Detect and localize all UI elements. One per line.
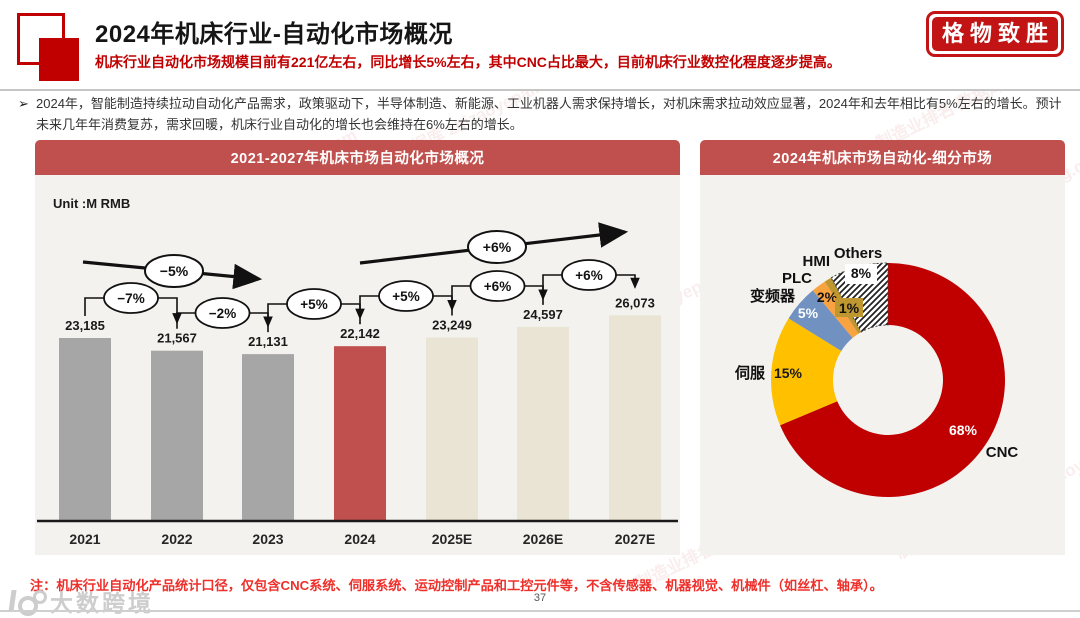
- segment-label: HMI: [803, 253, 831, 270]
- company-seal-text: 格物致胜: [931, 17, 1058, 52]
- bar-2023: [242, 354, 294, 520]
- segment-label: PLC: [782, 270, 812, 287]
- growth-label: +6%: [575, 268, 602, 283]
- growth-bubble: [194, 297, 251, 329]
- bar-value: 22,142: [340, 326, 380, 341]
- x-tick: 2023: [252, 531, 283, 547]
- growth-label: −2%: [209, 306, 236, 321]
- growth-bubble: [561, 259, 617, 291]
- x-tick: 2024: [344, 531, 375, 547]
- page-title: 2024年机床行业-自动化市场概况: [95, 21, 453, 48]
- bar-2026E: [517, 326, 569, 520]
- panel-bar-chart: 2021-2027年机床市场自动化市场概况 Unit :M RMB 23,185 2…: [35, 140, 680, 555]
- pct-label-box: [845, 264, 877, 284]
- trend-label: +6%: [483, 239, 512, 255]
- page-number: 37: [533, 592, 547, 604]
- bar-value: 21,131: [248, 334, 288, 349]
- page-subtitle: 机床行业自动化市场规模目前有221亿左右，同比增长5%左右，其中CNC占比最大，…: [95, 54, 841, 70]
- bar-value: 23,249: [432, 317, 472, 332]
- company-seal: 格物致胜: [925, 11, 1064, 58]
- donut-segment-变频器: [788, 290, 853, 352]
- segment-pct: 2%: [817, 289, 838, 305]
- bar-value: 24,597: [523, 307, 563, 322]
- pct-label-box: [835, 298, 863, 317]
- bar-2024: [334, 346, 386, 520]
- x-tick: 2026E: [523, 531, 563, 547]
- bar-value: 26,073: [615, 295, 655, 310]
- growth-label: +5%: [300, 297, 327, 312]
- bottom-divider: [0, 610, 1080, 612]
- growth-label: −7%: [117, 291, 144, 306]
- brand-logo-icon: [8, 588, 47, 616]
- trend-bubble: [467, 230, 527, 264]
- segment-pct: 68%: [949, 422, 978, 438]
- panel-donut-chart: 2024年机床市场自动化-细分市场 CNC 68% 伺服 15% 变频器 5% PLC 2% H…: [700, 140, 1065, 555]
- growth-label: +6%: [484, 279, 511, 294]
- segment-pct: 15%: [774, 365, 803, 381]
- bar-value: 21,567: [157, 331, 197, 346]
- trend-label: −5%: [160, 263, 189, 279]
- x-tick: 2021: [69, 531, 100, 547]
- growth-bubble: [286, 288, 342, 320]
- intro-text: 2024年，智能制造持续拉动自动化产品需求，政策驱动下，半导体制造、新能源、工业…: [36, 96, 1062, 133]
- intro-paragraph: ➢ 2024年，智能制造持续拉动自动化产品需求，政策驱动下，半导体制造、新能源、…: [18, 93, 1066, 135]
- segment-pct: 8%: [851, 265, 872, 281]
- growth-bubble: [378, 280, 434, 312]
- x-tick: 2025E: [432, 531, 472, 547]
- segment-label: CNC: [986, 444, 1019, 461]
- header: 2024年机床行业-自动化市场概况 机床行业自动化市场规模目前有221亿左右，同…: [0, 0, 1080, 91]
- bar-2025E: [426, 337, 478, 520]
- donut-segment-CNC: [780, 263, 1005, 498]
- growth-label: +5%: [392, 289, 419, 304]
- x-tick: 2027E: [615, 531, 655, 547]
- bar-value: 23,185: [65, 318, 105, 333]
- bar-2021: [59, 337, 111, 520]
- logo-solid-square: [39, 38, 79, 81]
- growth-bubble: [469, 270, 526, 302]
- bar-chart-title: 2021-2027年机床市场自动化市场概况: [35, 140, 680, 175]
- segment-pct: 5%: [798, 305, 819, 321]
- bar-chart: Unit :M RMB 23,185 2021 21,567 2022 21,131 202…: [37, 196, 678, 547]
- arrow-bullet-icon: ➢: [18, 96, 29, 111]
- x-tick: 2022: [161, 531, 192, 547]
- trend-bubble: [144, 254, 204, 288]
- segment-pct: 1%: [839, 300, 860, 316]
- donut-chart-title: 2024年机床市场自动化-细分市场: [700, 140, 1065, 175]
- bar-2027E: [609, 315, 661, 520]
- segment-label: Others: [834, 245, 882, 262]
- segment-label: 伺服: [734, 364, 766, 382]
- donut-segment-伺服: [771, 318, 842, 426]
- footnote: 注：机床行业自动化产品统计口径，仅包含CNC系统、伺服系统、运动控制产品和工控元…: [30, 578, 883, 594]
- growth-bubble: [103, 282, 159, 314]
- segment-label: 变频器: [750, 287, 796, 305]
- unit-label: Unit :M RMB: [53, 196, 130, 211]
- bar-2022: [151, 350, 203, 520]
